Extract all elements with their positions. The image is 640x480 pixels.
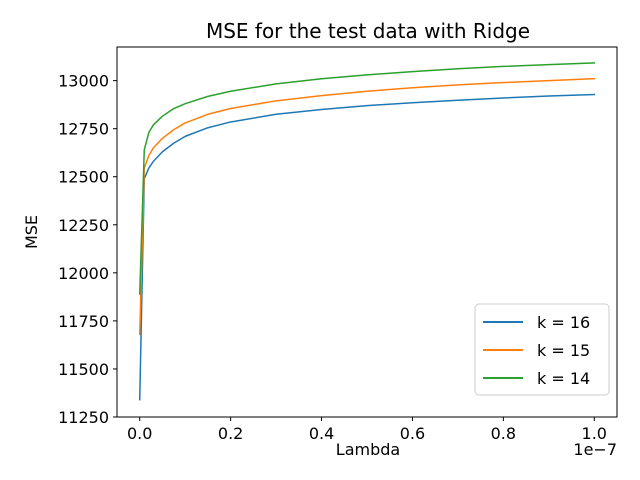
chart-title: MSE for the test data with Ridge: [206, 19, 530, 43]
x-axis-offset-label: 1e−7: [573, 440, 617, 459]
y-tick-label: 11500: [58, 360, 109, 379]
y-tick-label: 12250: [58, 216, 109, 235]
series-line-1: [138, 93, 596, 401]
x-tick-label: 0.4: [309, 424, 334, 443]
legend: k = 16 k = 15 k = 14: [474, 303, 610, 396]
x-tick-label: 1.0: [582, 424, 607, 443]
y-tick-label: 13000: [58, 72, 109, 91]
plot-area: 0.0 0.2 0.4 0.6 0.8 1.0 112501150011750120001…: [58, 46, 618, 443]
y-tick-label: 11250: [58, 408, 109, 427]
y-tick-label: 11750: [58, 312, 109, 331]
legend-label-2: k = 15: [537, 341, 590, 360]
x-tick-label: 0.8: [491, 424, 516, 443]
x-tick-label: 0.0: [127, 424, 152, 443]
axes-frame: [116, 46, 618, 418]
y-axis-ticks: 11250 11500 11750 12000 12250 12500 12750 13000: [58, 72, 117, 427]
legend-label-3: k = 14: [537, 369, 590, 388]
legend-label-1: k = 16: [537, 313, 590, 332]
series-line-2: [138, 77, 596, 336]
x-axis-label: Lambda: [336, 440, 400, 459]
y-tick-label: 12500: [58, 168, 109, 187]
y-tick-label: 12000: [58, 264, 109, 283]
y-tick-label: 12750: [58, 120, 109, 139]
x-axis-ticks: 0.0 0.2 0.4 0.6 0.8 1.0: [127, 417, 607, 443]
legend-items: k = 16 k = 15 k = 14: [483, 313, 590, 388]
series-line-3: [138, 62, 596, 295]
series-lines: [138, 62, 596, 401]
x-tick-label: 0.2: [218, 424, 243, 443]
legend-box: [474, 303, 610, 396]
x-tick-label: 0.6: [400, 424, 425, 443]
y-axis-label: MSE: [22, 215, 41, 249]
